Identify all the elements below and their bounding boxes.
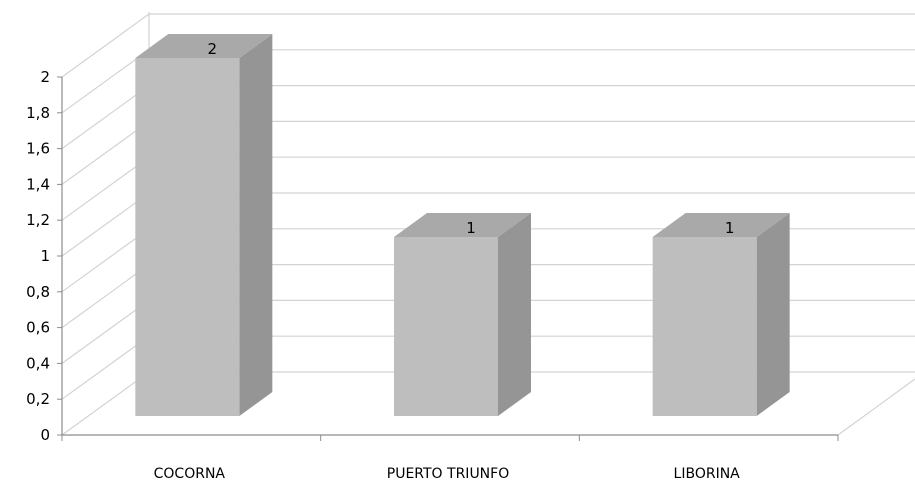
y-tick-label: 1,2: [26, 211, 50, 229]
bar-side: [756, 213, 790, 416]
data-label: 1: [725, 219, 735, 237]
bar-puerto-triunfo: [394, 213, 531, 416]
data-label: 2: [208, 40, 218, 58]
y-tick-label: 1,4: [26, 175, 50, 193]
bar-top: [652, 213, 790, 237]
gridline-wall: [61, 264, 150, 329]
y-tick-label: 2: [40, 68, 50, 86]
gridline-wall: [61, 156, 150, 221]
y-tick-label: 1,6: [26, 140, 50, 158]
gridline-wall: [61, 85, 150, 150]
gridline-wall: [61, 335, 150, 400]
y-tick-label: 1: [40, 247, 50, 265]
y-tick-label: 0,2: [26, 390, 50, 408]
y-tick-label: 0: [40, 426, 50, 444]
y-tick-label: 0,4: [26, 354, 50, 372]
labels: 0 0,2 0,4 0,6 0,8 1 1,2 1,4 1,6 1,8 2 2 COCORNA 1 PUER…: [26, 40, 740, 482]
bar-front: [652, 237, 757, 416]
bar-front: [394, 237, 498, 416]
bar-top: [135, 34, 273, 58]
gridline-wall: [61, 228, 150, 293]
bar-cocorna: [135, 34, 273, 416]
bars: [135, 34, 790, 416]
y-tick-label: 0,8: [26, 283, 50, 301]
axes: [57, 76, 839, 441]
y-tick-label: 1,8: [26, 104, 50, 122]
bar-side: [498, 213, 531, 416]
floor-right-edge: [837, 378, 915, 436]
gridline-wall: [61, 120, 150, 185]
gridline-wall: [61, 299, 150, 364]
bar-liborina: [652, 213, 790, 416]
y-tick-label: 0,6: [26, 319, 50, 337]
category-label: LIBORINA: [674, 466, 741, 482]
bar-front: [135, 58, 240, 416]
floor-left-edge: [61, 371, 150, 436]
gridline-wall: [61, 13, 150, 78]
category-label: COCORNA: [154, 466, 226, 482]
gridline-wall: [61, 49, 150, 114]
category-label: PUERTO TRIUNFO: [387, 466, 509, 482]
bar-top: [394, 213, 531, 237]
data-label: 1: [466, 219, 476, 237]
gridline-wall: [61, 192, 150, 257]
bar-side: [239, 34, 273, 416]
